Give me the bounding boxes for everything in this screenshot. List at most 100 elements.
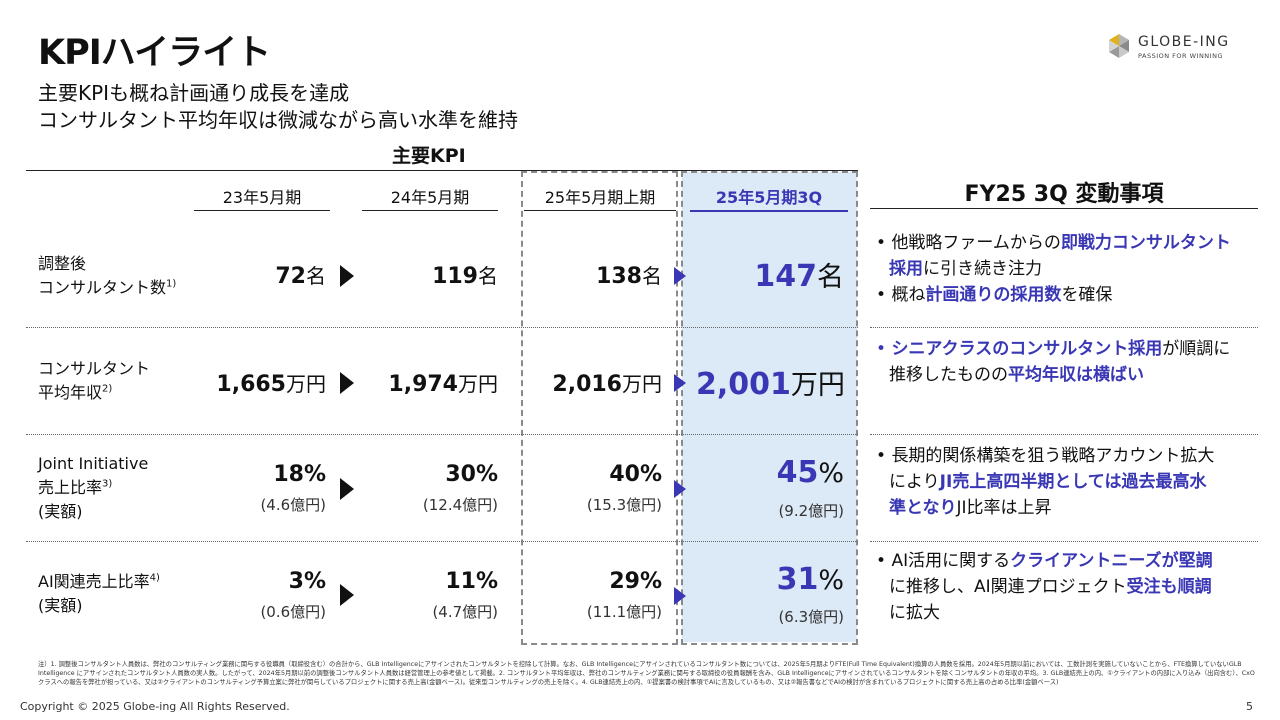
value-unit: 名 [478, 264, 498, 288]
value-number: 45 [776, 455, 819, 490]
arrow-right-icon [340, 584, 354, 606]
column-header-fy24: 24年5月期 [362, 184, 498, 211]
row-label-avg-salary: コンサルタント 平均年収2) [38, 357, 150, 405]
note-text: に推移し、AI関連プロジェクト [889, 577, 1127, 597]
row-label-ai-sales: AI関連売上比率4) (実額) [38, 570, 160, 618]
row-label-line: コンサルタント [38, 359, 151, 378]
value-unit: % [818, 565, 844, 596]
page-title: KPIハイライト [38, 33, 271, 73]
row-label-line: 売上比率3) [38, 476, 148, 500]
change-note-consultants: • 他戦略ファームからの即戦力コンサルタント 採用に引き続き注力 • 概ね計画通… [876, 230, 1260, 308]
note-highlight: 受注も順調 [1126, 577, 1212, 597]
value-salary-fy25-h1: 2,016万円 [530, 368, 662, 397]
value-unit: 万円 [790, 370, 845, 401]
value-number: 147 [754, 259, 817, 294]
amount-ji-fy25-h1: (15.3億円) [586, 496, 662, 514]
arrow-right-icon [674, 480, 686, 498]
bullet-item: • シニアクラスのコンサルタント採用が順調に [876, 339, 1231, 359]
value-ai-fy25-h1: 29% [609, 569, 662, 594]
value-ji-fy25-h1: 40% [609, 462, 662, 487]
note-text: 他戦略ファームからの [891, 233, 1061, 253]
row-label-consultants: 調整後 コンサルタント数1) [38, 252, 176, 300]
footnote-ref: 2) [102, 383, 113, 395]
value-consultants-fy23: 72名 [230, 260, 326, 289]
value-number: 72 [275, 264, 306, 289]
changes-divider [870, 434, 1258, 435]
footnote-ref: 4) [149, 572, 160, 584]
note-highlight: 準となり [889, 498, 957, 518]
q3-column-frame [681, 171, 858, 645]
note-text: AI活用に関する [891, 551, 1011, 571]
footnote-ref: 1) [166, 278, 177, 290]
column-header-fy25-3q: 25年5月期3Q [690, 184, 848, 212]
row-label-line: コンサルタント数1) [38, 276, 176, 300]
subtitle-line-1: 主要KPIも概ね計画通り成長を達成 [38, 81, 350, 105]
note-highlight: JI売上高四半期としては過去最高水 [939, 472, 1207, 492]
changes-panel-rule [870, 208, 1258, 209]
bullet-item: • 概ね計画通りの採用数を確保 [876, 285, 1113, 305]
row-label-joint-initiative: Joint Initiative 売上比率3) (実額) [38, 452, 148, 524]
value-number: 1,974 [388, 372, 458, 397]
table-top-rule [26, 170, 858, 171]
row-label-line: (実額) [38, 502, 83, 521]
footnote-ref: 3) [102, 478, 113, 490]
bullet-continuation: 準となりJI比率は上昇 [876, 495, 1260, 521]
row-label-line: Joint Initiative [38, 454, 149, 473]
row-divider [26, 327, 858, 328]
arrow-right-icon [674, 587, 686, 605]
row-label-text: AI関連売上比率 [38, 572, 150, 591]
row-label-line: AI関連売上比率4) [38, 570, 160, 594]
amount-ji-fy25-3q: (9.2億円) [778, 502, 844, 520]
amount-ji-fy24: (12.4億円) [422, 496, 498, 514]
footnotes: 注）1. 調整後コンサルタント人員数は、弊社のコンサルティング業務に関与する役職… [38, 661, 1255, 686]
change-note-joint-initiative: • 長期的関係構築を狙う戦略アカウント拡大 によりJI売上高四半期としては過去最… [876, 443, 1260, 521]
bullet-item: • 長期的関係構築を狙う戦略アカウント拡大 [876, 446, 1215, 466]
amount-ai-fy23: (0.6億円) [260, 603, 326, 621]
row-divider [26, 541, 858, 542]
changes-divider [870, 541, 1258, 542]
note-highlight: クライアントニーズが堅調 [1010, 551, 1213, 571]
value-salary-fy24: 1,974万円 [366, 368, 498, 397]
subtitle-line-2: コンサルタント平均年収は微減ながら高い水準を維持 [38, 108, 518, 132]
note-text: を確保 [1061, 285, 1113, 305]
note-text: JI比率は上昇 [956, 498, 1052, 518]
value-salary-fy25-3q: 2,001万円 [696, 363, 845, 402]
row-label-line: 平均年収2) [38, 381, 150, 405]
value-ji-fy25-3q: 45% [700, 455, 844, 490]
change-note-salary: • シニアクラスのコンサルタント採用が順調に 推移したものの平均年収は横ばい [876, 336, 1260, 388]
amount-ai-fy24: (4.7億円) [432, 603, 498, 621]
globe-logo-icon [1109, 34, 1129, 58]
note-highlight: 平均年収は横ばい [1008, 365, 1144, 385]
q3-column-highlight [682, 172, 857, 642]
page-number: 5 [1246, 700, 1253, 713]
value-unit: 名 [817, 262, 844, 293]
value-ai-fy23: 3% [288, 569, 326, 594]
value-number: 1,665 [216, 372, 286, 397]
change-note-ai: • AI活用に関するクライアントニーズが堅調 に推移し、AI関連プロジェクト受注… [876, 548, 1260, 626]
company-logo: GLOBE-ING PASSION FOR WINNING [1105, 32, 1245, 62]
bullet-continuation: 採用に引き続き注力 [876, 256, 1260, 282]
amount-ji-fy23: (4.6億円) [260, 496, 326, 514]
bullet-continuation: 推移したものの平均年収は横ばい [876, 362, 1260, 388]
value-salary-fy23: 1,665万円 [196, 368, 326, 397]
value-number: 119 [432, 264, 478, 289]
logo-name: GLOBE-ING [1138, 34, 1230, 50]
value-ai-fy24: 11% [445, 569, 498, 594]
value-number: 31 [776, 562, 819, 597]
row-label-line: 調整後 [38, 254, 87, 273]
value-unit: % [818, 458, 844, 489]
value-consultants-fy25-h1: 138名 [556, 260, 662, 289]
value-unit: 万円 [458, 372, 498, 396]
arrow-right-icon [674, 374, 686, 392]
row-label-text: 売上比率 [38, 478, 103, 497]
page-subtitle: 主要KPIも概ね計画通り成長を達成 コンサルタント平均年収は微減ながら高い水準を… [38, 80, 518, 134]
note-highlight: 計画通りの採用数 [925, 285, 1062, 305]
value-unit: 名 [306, 264, 326, 288]
arrow-right-icon [340, 372, 354, 394]
logo-tagline: PASSION FOR WINNING [1138, 52, 1223, 60]
value-unit: 万円 [286, 372, 326, 396]
bullet-item: • 他戦略ファームからの即戦力コンサルタント [876, 233, 1231, 253]
value-unit: 名 [642, 264, 662, 288]
note-text: 推移したものの [889, 365, 1008, 385]
value-number: 2,016 [552, 372, 622, 397]
